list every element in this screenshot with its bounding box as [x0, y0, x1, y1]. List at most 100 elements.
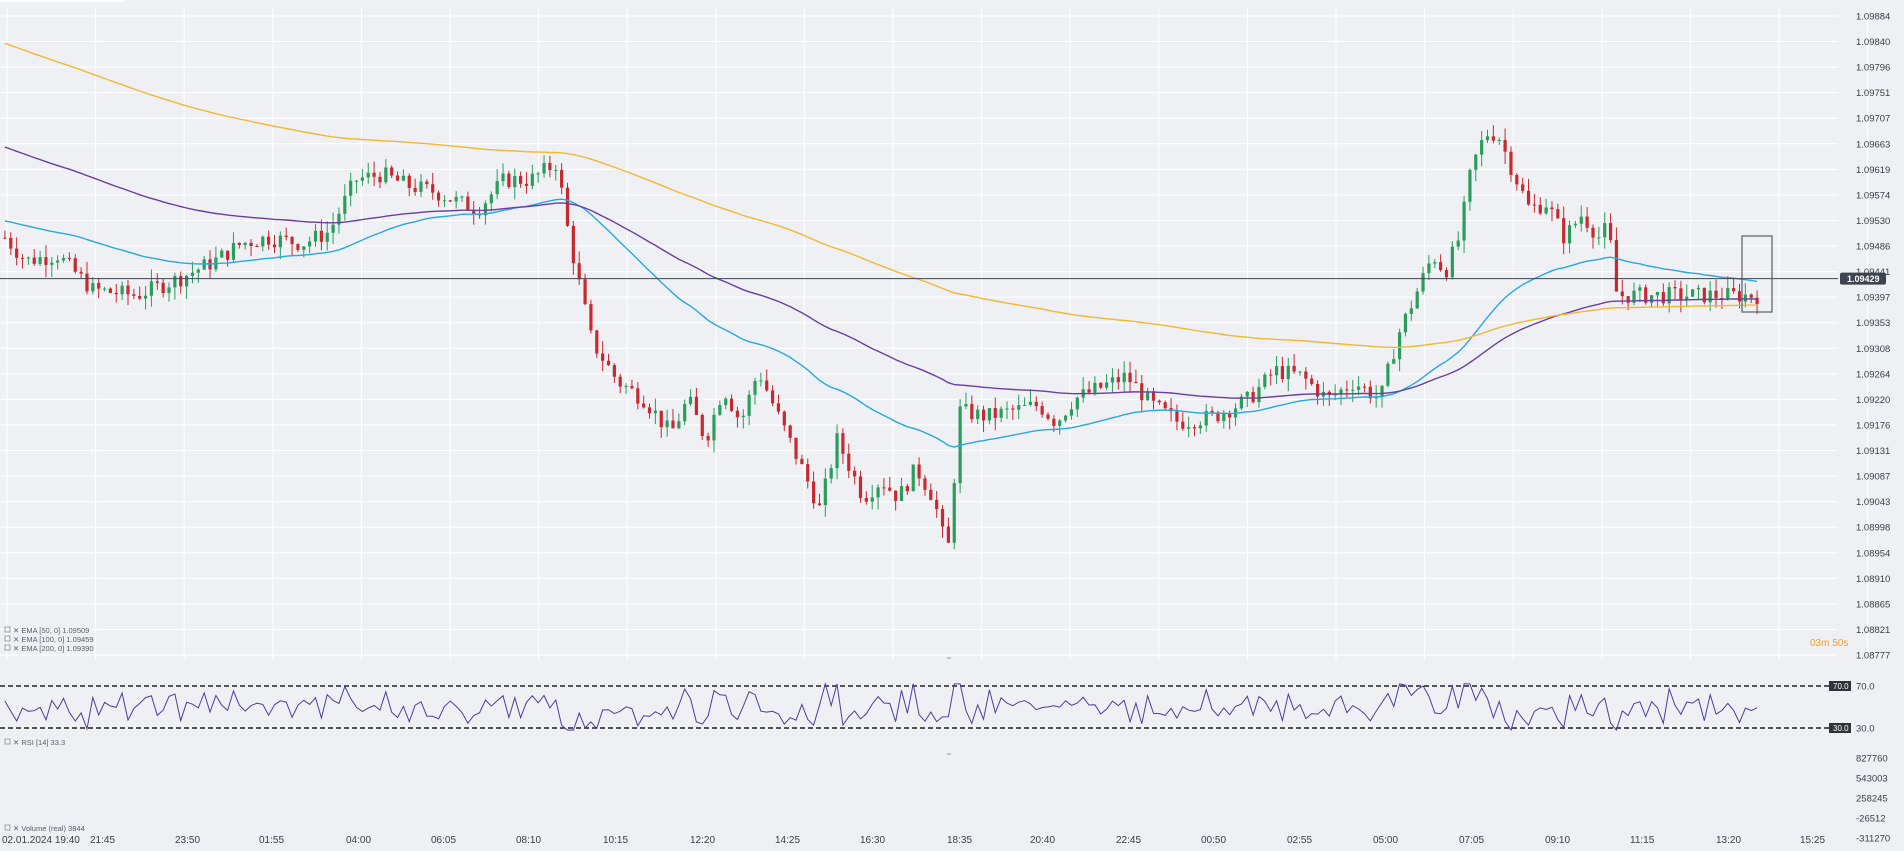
- candle: [67, 252, 71, 262]
- candle-body: [237, 242, 241, 245]
- candle: [1339, 387, 1343, 406]
- candle-body: [595, 330, 599, 354]
- candle-body: [712, 414, 716, 441]
- candle-body: [1099, 382, 1103, 388]
- candle: [999, 406, 1003, 423]
- candle: [1298, 371, 1302, 376]
- candle: [1345, 380, 1349, 398]
- x-tick-label: 08:10: [516, 835, 541, 846]
- candle-body: [565, 187, 570, 226]
- candle-body: [671, 420, 675, 429]
- rsi-legend-icon: [4, 738, 11, 745]
- candle: [161, 278, 165, 298]
- x-tick-label: 18:35: [947, 835, 972, 846]
- candle: [1257, 378, 1261, 408]
- candle: [1362, 383, 1367, 393]
- x-tick-label: 05:00: [1373, 835, 1398, 846]
- candle-body: [1427, 263, 1431, 274]
- candle: [630, 379, 634, 390]
- candle-body: [1175, 411, 1179, 422]
- candle: [1163, 400, 1167, 410]
- rsi-upper-value: 70.0: [1833, 682, 1849, 691]
- candle-body: [161, 282, 165, 294]
- candle: [38, 250, 42, 267]
- chart-grid: [0, 8, 1869, 660]
- candle: [384, 159, 388, 185]
- candle: [548, 155, 552, 178]
- rsi-line: [4, 681, 1758, 732]
- candle: [9, 232, 13, 255]
- candle: [601, 341, 605, 372]
- candle-body: [1274, 366, 1279, 376]
- ema-line-100: [4, 146, 1758, 399]
- candle: [1591, 224, 1595, 249]
- candle: [1644, 284, 1648, 305]
- candle: [577, 251, 581, 286]
- candle: [1532, 194, 1536, 213]
- candle-body: [1315, 383, 1320, 397]
- candle: [61, 254, 66, 263]
- candle-body: [729, 398, 734, 411]
- candle: [1421, 266, 1425, 295]
- candle: [770, 385, 775, 407]
- candle-body: [401, 175, 406, 181]
- candle-body: [1515, 174, 1519, 185]
- x-tick-label: 09:10: [1545, 835, 1570, 846]
- candle: [589, 299, 593, 334]
- candle: [1105, 374, 1109, 391]
- candle: [179, 271, 183, 294]
- candle-body: [1187, 427, 1191, 429]
- candle: [366, 162, 370, 184]
- candle-body: [85, 273, 89, 292]
- candle-body: [1638, 287, 1642, 291]
- candle: [1597, 226, 1601, 245]
- candle: [319, 219, 323, 251]
- ema-line-200: [4, 42, 1758, 349]
- candle: [1726, 275, 1730, 301]
- candle: [612, 363, 616, 383]
- candle-body: [366, 172, 370, 178]
- candle-body: [1122, 372, 1126, 383]
- candle-body: [642, 403, 646, 408]
- candle-body: [319, 230, 323, 242]
- candle-body: [495, 181, 499, 195]
- candle-body: [694, 396, 699, 415]
- legend-eye-icon: [4, 635, 11, 642]
- candle-body: [149, 281, 154, 296]
- candle-body: [1696, 287, 1701, 290]
- candle: [1304, 367, 1308, 390]
- candle: [823, 468, 827, 517]
- y-tick-label: 1.08998: [1856, 523, 1890, 534]
- candle: [776, 394, 781, 415]
- candle: [167, 282, 171, 302]
- candle: [1251, 386, 1255, 404]
- candle-body: [583, 279, 587, 305]
- candle-body: [1691, 289, 1695, 297]
- candle-body: [425, 181, 429, 185]
- candle: [20, 254, 25, 269]
- candle-body: [1022, 404, 1027, 406]
- candle: [940, 505, 945, 538]
- candle: [1450, 241, 1454, 280]
- candle: [700, 413, 704, 441]
- candle-body: [970, 404, 974, 420]
- candle: [1192, 424, 1197, 437]
- candle: [976, 405, 980, 425]
- candle-body: [1058, 420, 1062, 426]
- candle: [472, 200, 476, 225]
- candle-body: [1228, 413, 1232, 418]
- volume-tick-label: 543003: [1856, 774, 1888, 785]
- candle: [419, 173, 423, 197]
- candle-body: [1345, 389, 1349, 391]
- candle-body: [220, 250, 224, 258]
- rsi-upper-tag: [1829, 681, 1851, 691]
- candle-body: [173, 276, 177, 288]
- candle-body: [1192, 427, 1197, 429]
- candle-body: [1521, 184, 1525, 191]
- candle-body: [993, 408, 997, 418]
- candle-body: [61, 257, 66, 261]
- candle-body: [1105, 382, 1109, 388]
- candle: [1292, 354, 1296, 374]
- candle-body: [1673, 287, 1677, 289]
